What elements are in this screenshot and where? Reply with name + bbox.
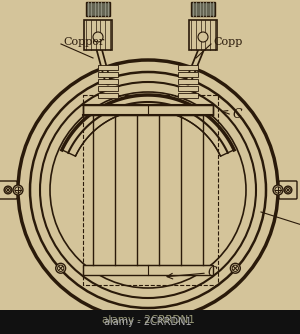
Bar <box>86 2 110 16</box>
Text: alamy - 2CRRDN1: alamy - 2CRRDN1 <box>104 317 192 327</box>
Circle shape <box>198 32 208 42</box>
Circle shape <box>13 185 23 195</box>
Circle shape <box>232 265 239 272</box>
Bar <box>189 20 217 50</box>
Circle shape <box>4 186 12 194</box>
Bar <box>178 93 198 98</box>
FancyBboxPatch shape <box>279 181 297 199</box>
Bar <box>98 79 118 84</box>
Circle shape <box>6 188 10 192</box>
Circle shape <box>15 187 21 193</box>
Bar <box>178 65 198 70</box>
Text: Copper: Copper <box>63 37 104 47</box>
Bar <box>0 310 300 334</box>
Bar <box>98 72 118 77</box>
Circle shape <box>275 187 281 193</box>
Bar <box>178 72 198 77</box>
Bar <box>178 86 198 91</box>
Polygon shape <box>62 95 234 156</box>
Bar <box>84 20 112 50</box>
Bar <box>83 265 213 275</box>
Circle shape <box>273 185 283 195</box>
Bar <box>191 2 215 16</box>
FancyBboxPatch shape <box>0 181 17 199</box>
Text: Copp: Copp <box>213 37 242 47</box>
Bar <box>178 79 198 84</box>
Circle shape <box>284 186 292 194</box>
Bar <box>83 95 218 285</box>
Circle shape <box>56 263 66 273</box>
Text: C: C <box>208 266 218 279</box>
Circle shape <box>286 188 290 192</box>
Circle shape <box>93 32 103 42</box>
Bar <box>98 86 118 91</box>
Text: alamy - 2CRRDN1: alamy - 2CRRDN1 <box>102 315 194 325</box>
Circle shape <box>58 265 64 272</box>
Bar <box>83 105 213 115</box>
Circle shape <box>230 263 240 273</box>
Bar <box>98 65 118 70</box>
Text: C: C <box>233 109 243 122</box>
Bar <box>98 93 118 98</box>
